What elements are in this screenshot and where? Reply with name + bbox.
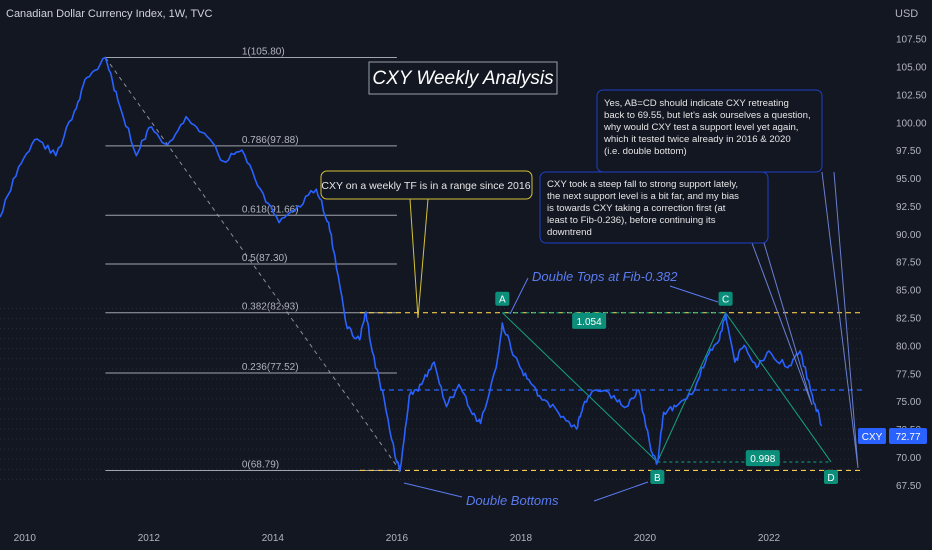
- fall-note-line: downtrend: [547, 227, 592, 238]
- price-tick-label: 85.00: [896, 286, 921, 297]
- pattern-point-marker: [495, 291, 510, 306]
- fall-note-line: is towards CXY taking a correction first…: [547, 203, 726, 214]
- abcd-note-callout[interactable]: Yes, AB=CD should indicate CXY retreatin…: [596, 89, 859, 469]
- range-note-pointer: [409, 198, 429, 319]
- abcd-note-line: (i.e. double bottom): [604, 146, 687, 157]
- price-tick-label: 95.00: [896, 174, 921, 185]
- price-line: [0, 56, 823, 473]
- fall-note-line: the next support level is a bit far, and…: [547, 191, 739, 202]
- double-bottoms-arrow-left: [403, 482, 463, 498]
- double-tops-label: Double Tops at Fib-0.382: [532, 269, 678, 284]
- abcd-note-box: [596, 89, 823, 173]
- price-tick-label: 102.50: [896, 90, 927, 101]
- pattern-point-label: B: [654, 473, 661, 484]
- abcd-note-pointer: [821, 171, 859, 469]
- price-tick-label: 82.50: [896, 313, 921, 324]
- range-note-callout[interactable]: CXY on a weekly TF is in a range since 2…: [320, 170, 533, 319]
- time-tick-label: 2018: [510, 533, 533, 544]
- price-tick-label: 92.50: [896, 202, 921, 213]
- fib-level-label: 0.5(87.30): [242, 253, 288, 264]
- abcd-note-line: why would CXY test a support level yet a…: [603, 122, 798, 133]
- symbol-badge: [858, 428, 886, 444]
- time-tick-label: 2020: [634, 533, 657, 544]
- ratio-label: 1.054: [577, 317, 602, 328]
- pattern-point-label: D: [827, 473, 834, 484]
- fall-note-callout[interactable]: CXY took a steep fall to strong support …: [539, 171, 813, 406]
- currency-label: USD: [895, 8, 918, 20]
- last-price-value: 72.77: [895, 432, 920, 443]
- abcd-note-line: back to 69.55, but let's ask ourselves a…: [604, 110, 811, 121]
- pattern-point-marker: [718, 291, 733, 306]
- price-tick-label: 67.50: [896, 481, 921, 492]
- time-tick-label: 2016: [386, 533, 409, 544]
- pattern-point-c[interactable]: C: [718, 291, 733, 306]
- price-tick-label: 80.00: [896, 341, 921, 352]
- pattern-point-b[interactable]: B: [650, 469, 665, 484]
- fall-note-text: CXY took a steep fall to strong support …: [547, 179, 742, 238]
- fibonacci-retracement[interactable]: 1(105.80) 0.786(97.88) 0.618(91.66) 0.5(87.…: [105, 47, 401, 471]
- last-price-box: [889, 428, 927, 444]
- measure-labels: 1.054 0.998: [572, 312, 780, 467]
- pattern-points[interactable]: A B C D: [495, 291, 838, 484]
- fall-note-line: least to Fib-0.236), before continuing i…: [547, 215, 716, 226]
- ratio-label-box: [745, 450, 780, 467]
- pattern-point-marker: [823, 469, 838, 484]
- fall-note-pointer: [751, 242, 813, 406]
- last-price-badge: CXY 72.77: [858, 428, 927, 444]
- time-tick-label: 2012: [138, 533, 161, 544]
- price-tick-label: 70.00: [896, 453, 921, 464]
- pattern-point-label: A: [499, 295, 506, 306]
- range-note-text: CXY on a weekly TF is in a range since 2…: [321, 180, 530, 192]
- price-tick-label: 87.50: [896, 258, 921, 269]
- ratio-label-box: [572, 312, 607, 329]
- chart-title: Canadian Dollar Currency Index, 1W, TVC: [6, 8, 212, 20]
- abcd-note-text: Yes, AB=CD should indicate CXY retreatin…: [603, 98, 813, 157]
- fib-level-label: 0.236(77.52): [242, 362, 299, 373]
- fib-level-label: 0.382(82.93): [242, 302, 299, 313]
- double-tops-arrow-right: [669, 285, 719, 303]
- pattern-point-a[interactable]: A: [495, 291, 510, 306]
- abcd-note-line: Yes, AB=CD should indicate CXY retreatin…: [604, 98, 789, 109]
- price-tick-label: 97.50: [896, 146, 921, 157]
- double-bottoms-annotation: Double Bottoms: [403, 481, 649, 508]
- pattern-point-d[interactable]: D: [823, 469, 838, 484]
- symbol-label: CXY: [862, 432, 883, 443]
- fib-level-label: 1(105.80): [242, 47, 285, 58]
- double-bottoms-arrow-right: [593, 481, 649, 502]
- fib-level-label: 0(68.79): [242, 459, 279, 470]
- price-tick-label: 90.00: [896, 230, 921, 241]
- price-tick-label: 75.00: [896, 397, 921, 408]
- analysis-title: CXY Weekly Analysis: [372, 68, 554, 89]
- time-tick-label: 2014: [262, 533, 285, 544]
- pattern-point-label: C: [722, 295, 729, 306]
- time-tick-label: 2022: [758, 533, 781, 544]
- double-bottoms-label: Double Bottoms: [466, 493, 559, 508]
- price-tick-label: 77.50: [896, 369, 921, 380]
- pattern-point-marker: [650, 469, 665, 484]
- price-tick-label: 100.00: [896, 118, 927, 129]
- fib-level-label: 0.618(91.66): [242, 204, 299, 215]
- double-tops-arrow-left: [509, 277, 529, 315]
- abcd-pattern[interactable]: [501, 311, 832, 463]
- price-tick-label: 105.00: [896, 62, 927, 73]
- analysis-title-box: [368, 61, 558, 95]
- double-tops-annotation: Double Tops at Fib-0.382: [509, 269, 719, 315]
- abcd-note-line: which it tested twice already in 2016 & …: [603, 134, 791, 145]
- time-axis[interactable]: 2010 2012 2014 2016 2018 2020 2022: [14, 533, 781, 544]
- range-note-box: [320, 170, 533, 200]
- abcd-pattern-line: [501, 311, 832, 463]
- ratio-label: 0.998: [750, 454, 775, 465]
- fall-note-line: CXY took a steep fall to strong support …: [547, 179, 738, 190]
- time-tick-label: 2010: [14, 533, 37, 544]
- fib-level-label: 0.786(97.88): [242, 135, 299, 146]
- price-tick-label: 107.50: [896, 35, 927, 46]
